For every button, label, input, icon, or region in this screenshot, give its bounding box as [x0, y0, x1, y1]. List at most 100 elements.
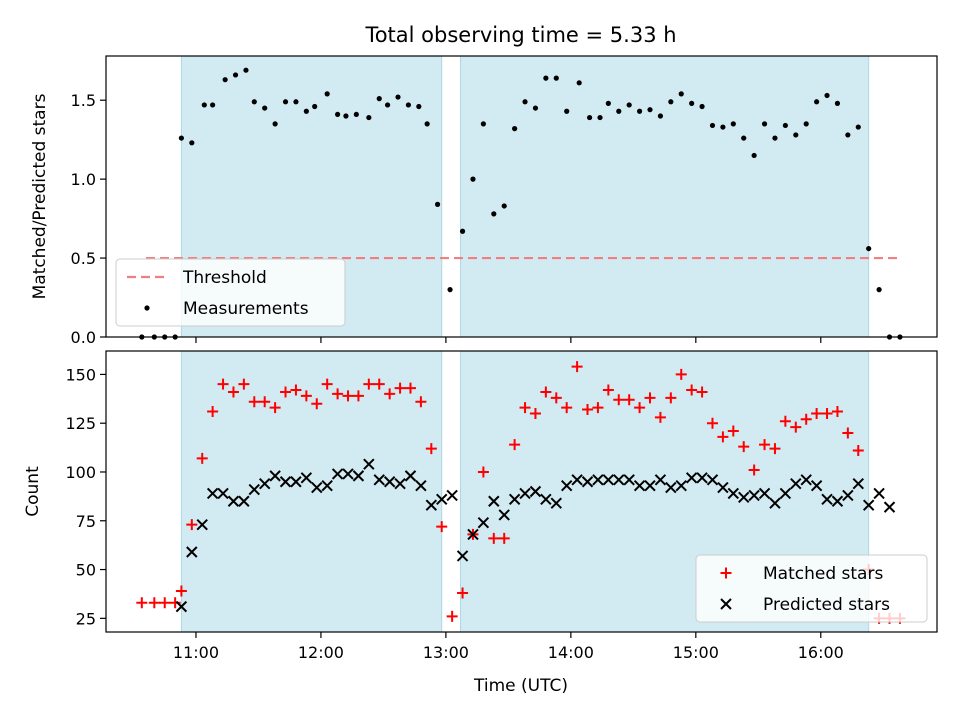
matched-star-point — [425, 443, 437, 455]
measurement-point — [201, 102, 207, 108]
measurement-point — [803, 121, 809, 127]
predicted-star-point — [862, 499, 875, 511]
measurement-point — [324, 91, 330, 97]
bottom-panel: 25 50 75 100 125 150 11:00 12:00 13:00 14:00 15:00… — [23, 350, 938, 662]
measurement-point — [720, 124, 726, 130]
legend-predicted-swatch — [720, 598, 732, 610]
measurement-point — [709, 122, 716, 129]
predicted-star-point — [415, 479, 427, 492]
predicted-star-point — [383, 476, 396, 488]
predicted-star-point — [831, 495, 844, 507]
measurement-point — [876, 287, 882, 293]
measurement-point — [243, 67, 249, 73]
matched-star-point — [457, 587, 469, 599]
predicted-star-point — [800, 474, 812, 486]
matched-star-point — [634, 402, 646, 414]
matched-star-point — [831, 405, 843, 417]
matched-star-point — [696, 386, 708, 398]
matched-star-point — [613, 394, 625, 406]
predicted-star-point — [331, 468, 344, 480]
matched-star-point — [342, 390, 354, 402]
matched-star-point — [136, 597, 148, 609]
predicted-star-point — [529, 485, 542, 498]
matched-star-point — [498, 532, 510, 544]
measurement-point — [424, 121, 430, 127]
predicted-star-point — [477, 517, 490, 529]
top-axes-frame — [105, 55, 938, 338]
predicted-star-point — [790, 477, 802, 490]
matched-star-point — [373, 378, 385, 390]
matched-star-point — [248, 396, 260, 408]
matched-star-point — [654, 411, 666, 423]
predicted-star-point — [290, 476, 302, 488]
matched-star-point — [352, 390, 364, 402]
predicted-star-point — [685, 472, 698, 484]
matched-star-point — [394, 382, 406, 394]
matched-star-point — [159, 597, 171, 609]
predicted-star-point — [404, 470, 417, 482]
predicted-star-point — [248, 483, 260, 496]
bottom-y-tick-label: 25 — [76, 609, 96, 628]
measurement-point — [587, 114, 593, 121]
measurement-point — [543, 75, 549, 81]
matched-star-point — [592, 402, 604, 414]
predicted-star-point — [258, 477, 271, 490]
predicted-star-point — [488, 495, 500, 507]
measurement-point — [384, 102, 391, 108]
x-tick-label: 13:00 — [423, 643, 469, 662]
predicted-star-point — [644, 479, 656, 492]
matched-star-point — [842, 427, 854, 439]
predicted-star-point — [633, 479, 646, 492]
matched-star-point — [675, 368, 687, 380]
predicted-star-point — [436, 493, 448, 506]
top-y-tick-label: 0.5 — [71, 249, 96, 268]
measurement-point — [866, 245, 872, 252]
legend-matched-label: Matched stars — [763, 564, 883, 584]
matched-star-point — [384, 388, 396, 400]
x-tick-label: 14:00 — [548, 643, 594, 662]
predicted-star-point — [883, 501, 896, 513]
measurement-point — [334, 111, 341, 118]
matched-star-point — [321, 378, 333, 390]
matched-star-point — [446, 610, 458, 622]
matched-star-point — [623, 394, 635, 406]
measurement-point — [636, 108, 643, 114]
predicted-star-point — [748, 489, 760, 502]
measurement-point — [678, 91, 684, 97]
matched-star-point — [665, 392, 677, 404]
matched-star-point — [738, 441, 750, 453]
matched-star-point — [644, 392, 656, 404]
predicted-star-point — [810, 479, 823, 492]
predicted-star-point — [717, 481, 729, 494]
measurement-point — [189, 140, 195, 146]
measurement-point — [501, 203, 507, 209]
measurement-point — [303, 108, 309, 114]
x-axis-label: Time (UTC) — [473, 676, 568, 696]
matched-star-point — [811, 407, 823, 419]
matched-star-point — [800, 413, 812, 425]
x-tick-label: 12:00 — [298, 643, 344, 662]
measurement-point — [491, 211, 497, 217]
predicted-star-point — [519, 487, 531, 500]
measurement-point — [793, 132, 799, 138]
measurement-point — [772, 135, 778, 141]
predicted-star-point — [821, 493, 833, 506]
predicted-star-point — [342, 468, 354, 480]
measurement-point — [741, 135, 747, 141]
measurement-point — [282, 99, 289, 105]
predicted-star-point — [498, 509, 510, 521]
predicted-star-point — [613, 474, 625, 486]
measurement-point — [855, 124, 861, 130]
measurement-point — [699, 103, 705, 110]
measurement-point — [447, 287, 453, 293]
top-y-tick-label: 1.0 — [71, 170, 96, 189]
measurement-point — [222, 77, 228, 83]
measurement-point — [512, 126, 518, 132]
predicted-star-point — [217, 487, 229, 500]
predicted-star-point — [581, 476, 594, 488]
matched-star-point — [436, 521, 448, 533]
top-panel: 0.0 0.5 1.0 1.5 Matched/Predicted stars Thres… — [30, 55, 938, 347]
predicted-star-point — [456, 550, 469, 562]
predicted-star-point — [779, 487, 792, 500]
